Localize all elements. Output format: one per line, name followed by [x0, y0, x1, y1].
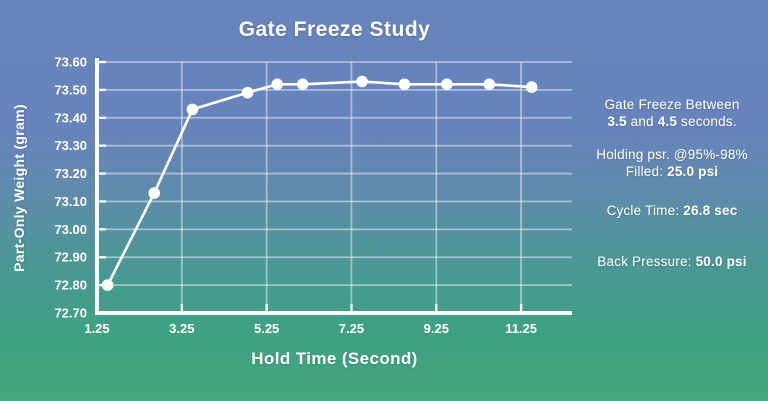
annotation-text: Filled:	[625, 164, 668, 179]
annotation-text: Back Pressure:	[597, 254, 696, 269]
data-point	[483, 78, 496, 91]
annotation-block: Cycle Time: 26.8 sec	[578, 202, 766, 219]
x-axis-title: Hold Time (Second)	[251, 349, 418, 368]
annotation-value: 4.5	[657, 114, 678, 129]
y-axis-title: Part-Only Weight (gram)	[11, 104, 27, 272]
annotation-line: Cycle Time: 26.8 sec	[578, 202, 766, 219]
series-line	[106, 80, 532, 286]
data-point	[186, 103, 199, 116]
data-point	[241, 86, 254, 99]
y-tick-label: 73.60	[54, 55, 87, 70]
chart-title: Gate Freeze Study	[238, 18, 431, 41]
x-tick-label: 5.25	[254, 321, 279, 336]
data-point	[101, 279, 114, 291]
annotation-line: 3.5 and 4.5 seconds.	[578, 113, 766, 130]
y-tick-label: 73.50	[54, 82, 87, 97]
data-point	[441, 78, 453, 91]
y-tick-label: 73.30	[54, 138, 87, 153]
y-tick-label: 73.10	[54, 194, 87, 209]
annotation-value: 50.0 psi	[695, 254, 747, 269]
annotation-line: Filled: 25.0 psi	[578, 163, 766, 180]
annotation-value: 25.0 psi	[667, 164, 719, 179]
y-tick-label: 72.70	[54, 306, 87, 321]
x-tick-label: 11.25	[505, 321, 537, 336]
data-point	[271, 78, 284, 91]
y-tick-label: 73.20	[54, 166, 87, 181]
annotation-text: seconds.	[677, 114, 737, 129]
data-point	[296, 78, 309, 91]
annotation-block: Gate Freeze Between 3.5 and 4.5 seconds.	[578, 96, 766, 130]
annotation-value: 3.5	[607, 114, 627, 129]
annotation-value: 26.8 sec	[683, 203, 738, 218]
y-tick-label: 73.00	[54, 222, 87, 237]
data-point	[525, 81, 538, 93]
annotation-text: Holding psr. @95%-98%	[596, 147, 748, 162]
data-point	[356, 75, 368, 88]
x-tick-label: 1.25	[84, 321, 109, 336]
x-tick-label: 7.25	[339, 321, 364, 336]
annotation-panel: Gate Freeze Between 3.5 and 4.5 seconds. H…	[578, 96, 766, 270]
annotation-line: Gate Freeze Between	[578, 96, 766, 113]
y-tick-label: 73.40	[54, 110, 87, 125]
data-point	[398, 78, 411, 91]
annotation-text: and	[626, 114, 658, 129]
annotation-text: Cycle Time:	[606, 203, 684, 218]
x-tick-label: 9.25	[424, 321, 449, 336]
data-point	[148, 187, 161, 199]
y-tick-label: 72.80	[54, 278, 87, 293]
y-tick-label: 72.90	[54, 250, 87, 265]
annotation-line: Holding psr. @95%-98%	[578, 146, 766, 163]
annotation-block: Holding psr. @95%-98% Filled: 25.0 psi	[578, 146, 766, 180]
annotation-line: Back Pressure: 50.0 psi	[578, 253, 766, 270]
annotation-block: Back Pressure: 50.0 psi	[578, 253, 766, 270]
annotation-text: Gate Freeze Between	[604, 97, 740, 112]
x-tick-label: 3.25	[169, 321, 194, 336]
